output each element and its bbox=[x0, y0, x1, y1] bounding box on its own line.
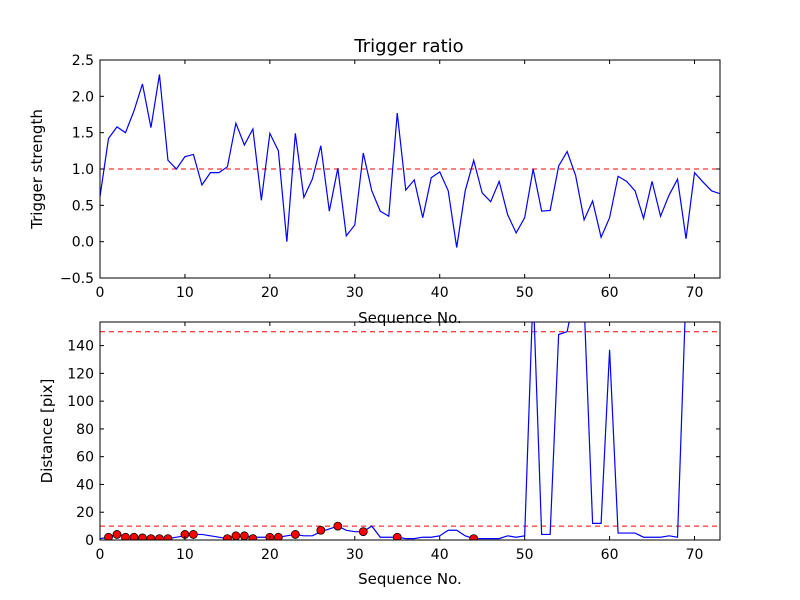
bottom-marker-point bbox=[273, 532, 283, 540]
top-x-axis-label: Sequence No. bbox=[358, 309, 462, 327]
top-x-tick-label: 10 bbox=[176, 285, 194, 301]
top-chart: Trigger ratio 0 10 20 30 40 50 60 70 −0.5 0.0 0.5… bbox=[28, 36, 721, 327]
top-x-tick-label: 0 bbox=[96, 285, 105, 301]
bottom-y-tick-label: 60 bbox=[76, 450, 94, 466]
top-x-ticks: 0 10 20 30 40 50 60 70 bbox=[96, 60, 704, 301]
bottom-x-tick-label: 50 bbox=[516, 547, 534, 563]
bottom-marker-point bbox=[163, 534, 173, 540]
top-y-tick-label: 2.5 bbox=[72, 53, 94, 69]
bottom-x-axis-label: Sequence No. bbox=[358, 570, 462, 588]
bottom-marker-point bbox=[231, 531, 241, 540]
top-y-ticks: −0.5 0.0 0.5 1.0 1.5 2.0 2.5 bbox=[60, 53, 720, 287]
bottom-marker-point bbox=[358, 527, 368, 537]
bottom-x-tick-label: 10 bbox=[176, 547, 194, 563]
top-x-tick-label: 40 bbox=[431, 285, 449, 301]
top-x-tick-label: 30 bbox=[346, 285, 364, 301]
bottom-x-tick-label: 70 bbox=[686, 547, 704, 563]
top-y-tick-label: 0.5 bbox=[72, 198, 94, 214]
bottom-y-tick-label: 120 bbox=[67, 366, 94, 382]
bottom-marker-point bbox=[239, 531, 249, 540]
bottom-x-ticks: 0 10 20 30 40 50 60 70 bbox=[96, 322, 704, 563]
bottom-chart: 0 10 20 30 40 50 60 70 0 20 40 60 80 100 120 140 Seque… bbox=[38, 321, 721, 588]
bottom-marker-point bbox=[138, 533, 147, 540]
bottom-y-tick-label: 100 bbox=[67, 394, 94, 410]
top-y-tick-label: −0.5 bbox=[60, 271, 94, 287]
bottom-marker-point bbox=[392, 532, 402, 540]
top-series bbox=[100, 74, 720, 248]
top-y-tick-label: 0.0 bbox=[72, 235, 94, 251]
bottom-y-ticks: 0 20 40 60 80 100 120 140 bbox=[67, 339, 720, 549]
top-y-axis-label: Trigger strength bbox=[28, 109, 46, 230]
bottom-marker-point bbox=[155, 534, 164, 540]
bottom-x-tick-label: 0 bbox=[96, 547, 105, 563]
top-x-tick-label: 60 bbox=[601, 285, 619, 301]
bottom-marker-point bbox=[222, 534, 232, 540]
top-series-line-0 bbox=[100, 74, 720, 248]
bottom-series bbox=[100, 322, 686, 540]
bottom-marker-point bbox=[189, 530, 198, 539]
top-chart-title: Trigger ratio bbox=[353, 36, 463, 57]
bottom-x-tick-label: 60 bbox=[601, 547, 619, 563]
bottom-marker-point bbox=[104, 532, 113, 540]
bottom-y-tick-label: 80 bbox=[76, 422, 94, 438]
bottom-x-tick-label: 40 bbox=[431, 547, 449, 563]
top-x-tick-label: 70 bbox=[686, 285, 704, 301]
bottom-y-tick-label: 0 bbox=[85, 533, 94, 549]
top-x-tick-label: 20 bbox=[261, 285, 279, 301]
top-y-tick-label: 2.0 bbox=[72, 89, 94, 105]
bottom-marker-point bbox=[112, 530, 122, 539]
bottom-marker-point bbox=[333, 521, 343, 531]
bottom-x-tick-label: 20 bbox=[261, 547, 279, 563]
bottom-marker-point bbox=[290, 530, 300, 539]
bottom-y-tick-label: 40 bbox=[76, 477, 94, 493]
bottom-y-axis-label: Distance [pix] bbox=[38, 379, 56, 484]
bottom-marker-point bbox=[248, 534, 258, 540]
bottom-series-line-0 bbox=[100, 322, 686, 540]
bottom-plot-frame bbox=[99, 321, 721, 541]
bottom-marker-point bbox=[129, 532, 139, 540]
bottom-marker-point bbox=[121, 532, 130, 540]
bottom-marker-point bbox=[316, 525, 326, 535]
top-y-tick-label: 1.5 bbox=[72, 126, 94, 142]
bottom-y-tick-label: 140 bbox=[67, 339, 94, 355]
bottom-marker-point bbox=[146, 534, 156, 540]
top-y-tick-label: 1.0 bbox=[72, 162, 94, 178]
bottom-x-tick-label: 30 bbox=[346, 547, 364, 563]
top-x-tick-label: 50 bbox=[516, 285, 534, 301]
bottom-marker-point bbox=[469, 534, 479, 540]
bottom-threshold-lines bbox=[100, 331, 720, 527]
bottom-y-tick-label: 20 bbox=[76, 505, 94, 521]
